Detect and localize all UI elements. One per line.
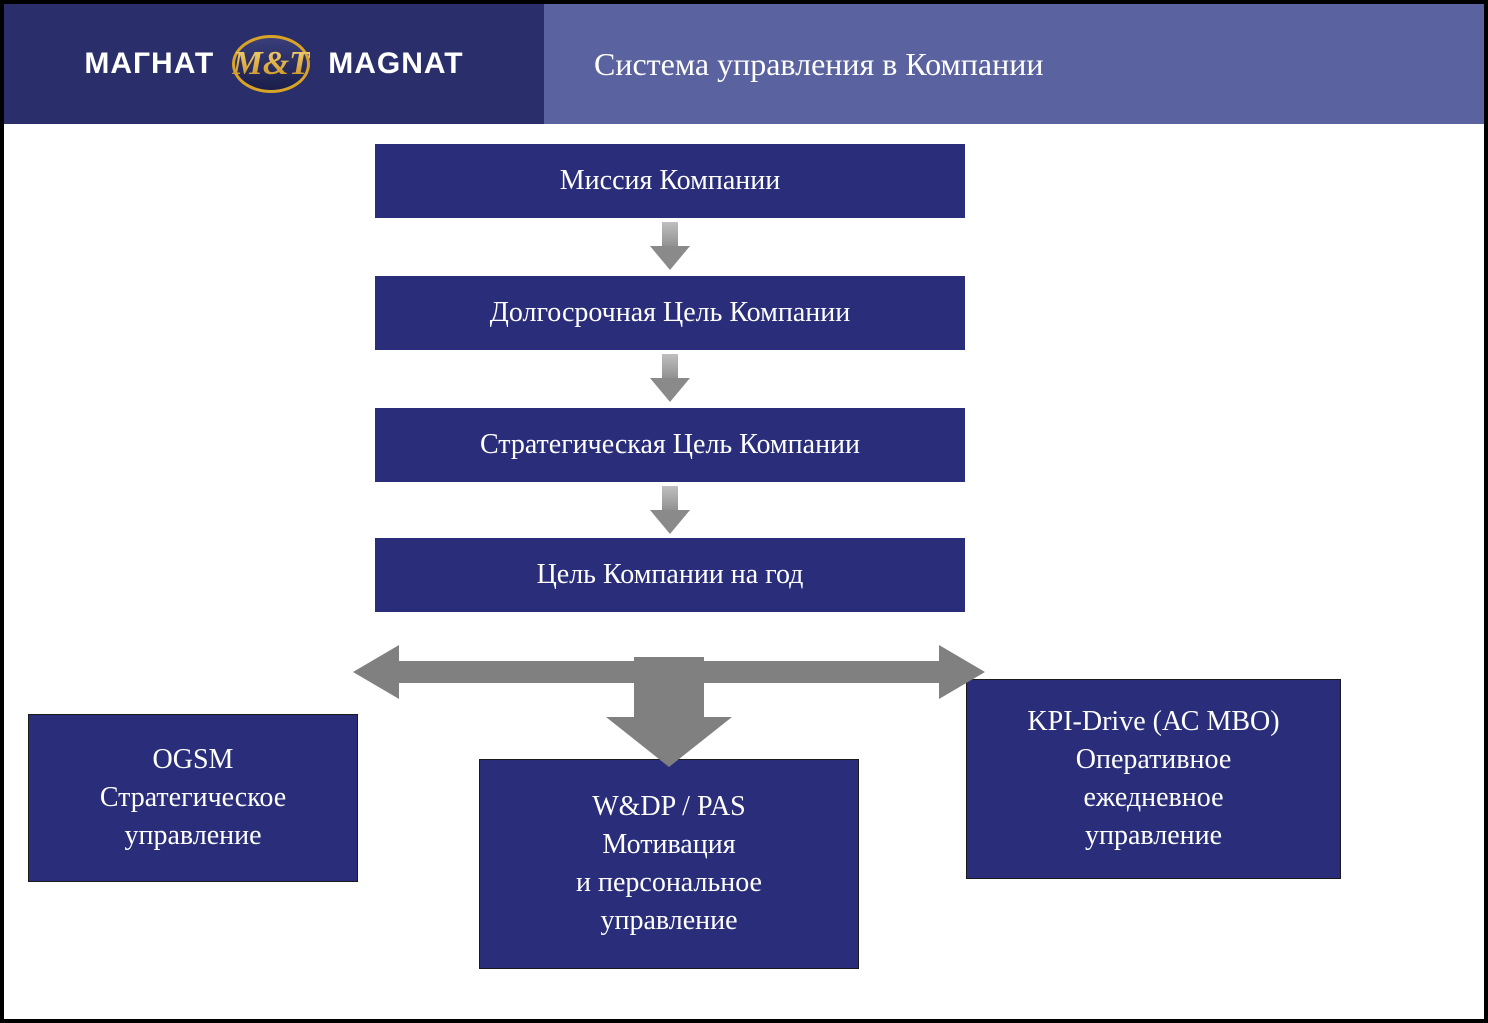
flow-node-line: ежедневное (1083, 779, 1223, 817)
flow-node-n2: Долгосрочная Цель Компании (375, 276, 965, 350)
flow-node-n4: Цель Компании на год (375, 538, 965, 612)
slide: МАГНАТ M&T MAGNAT Система управления в К… (4, 4, 1484, 1019)
flow-node-b1: OGSMСтратегическоеуправление (28, 714, 358, 882)
arrow-down-icon (650, 486, 690, 536)
brand-logo-icon: M&T (232, 35, 310, 93)
flow-node-line: управление (1085, 817, 1222, 855)
flow-node-line: управление (124, 817, 261, 855)
brand-text-left: МАГНАТ (84, 47, 214, 81)
branching-arrow-icon (339, 619, 999, 789)
flow-node-line: и персональное (576, 864, 762, 902)
header: МАГНАТ M&T MAGNAT Система управления в К… (4, 4, 1484, 124)
flow-node-line: W&DP / PAS (592, 788, 746, 826)
flow-node-n1: Миссия Компании (375, 144, 965, 218)
flow-node-line: управление (600, 902, 737, 940)
flow-node-line: Стратегическое (100, 779, 286, 817)
flow-node-line: KPI-Drive (АС MBO) (1027, 703, 1279, 741)
arrow-down-icon (650, 222, 690, 272)
brand-text-right: MAGNAT (328, 47, 463, 81)
diagram-canvas: Миссия Компании Долгосрочная Цель Компани… (4, 124, 1484, 1019)
arrow-down-icon (650, 354, 690, 404)
flow-node-b2: W&DP / PASМотивацияи персональноеуправле… (479, 759, 859, 969)
brand-logo-text: M&T (232, 45, 309, 83)
flow-node-line: Оперативное (1076, 741, 1232, 779)
header-left-panel: МАГНАТ M&T MAGNAT (4, 4, 544, 124)
flow-node-line: Мотивация (602, 826, 735, 864)
flow-node-n3: Стратегическая Цель Компании (375, 408, 965, 482)
flow-node-line: OGSM (153, 741, 234, 779)
slide-title: Система управления в Компании (544, 4, 1484, 124)
flow-node-b3: KPI-Drive (АС MBO)Оперативноеежедневноеу… (966, 679, 1341, 879)
